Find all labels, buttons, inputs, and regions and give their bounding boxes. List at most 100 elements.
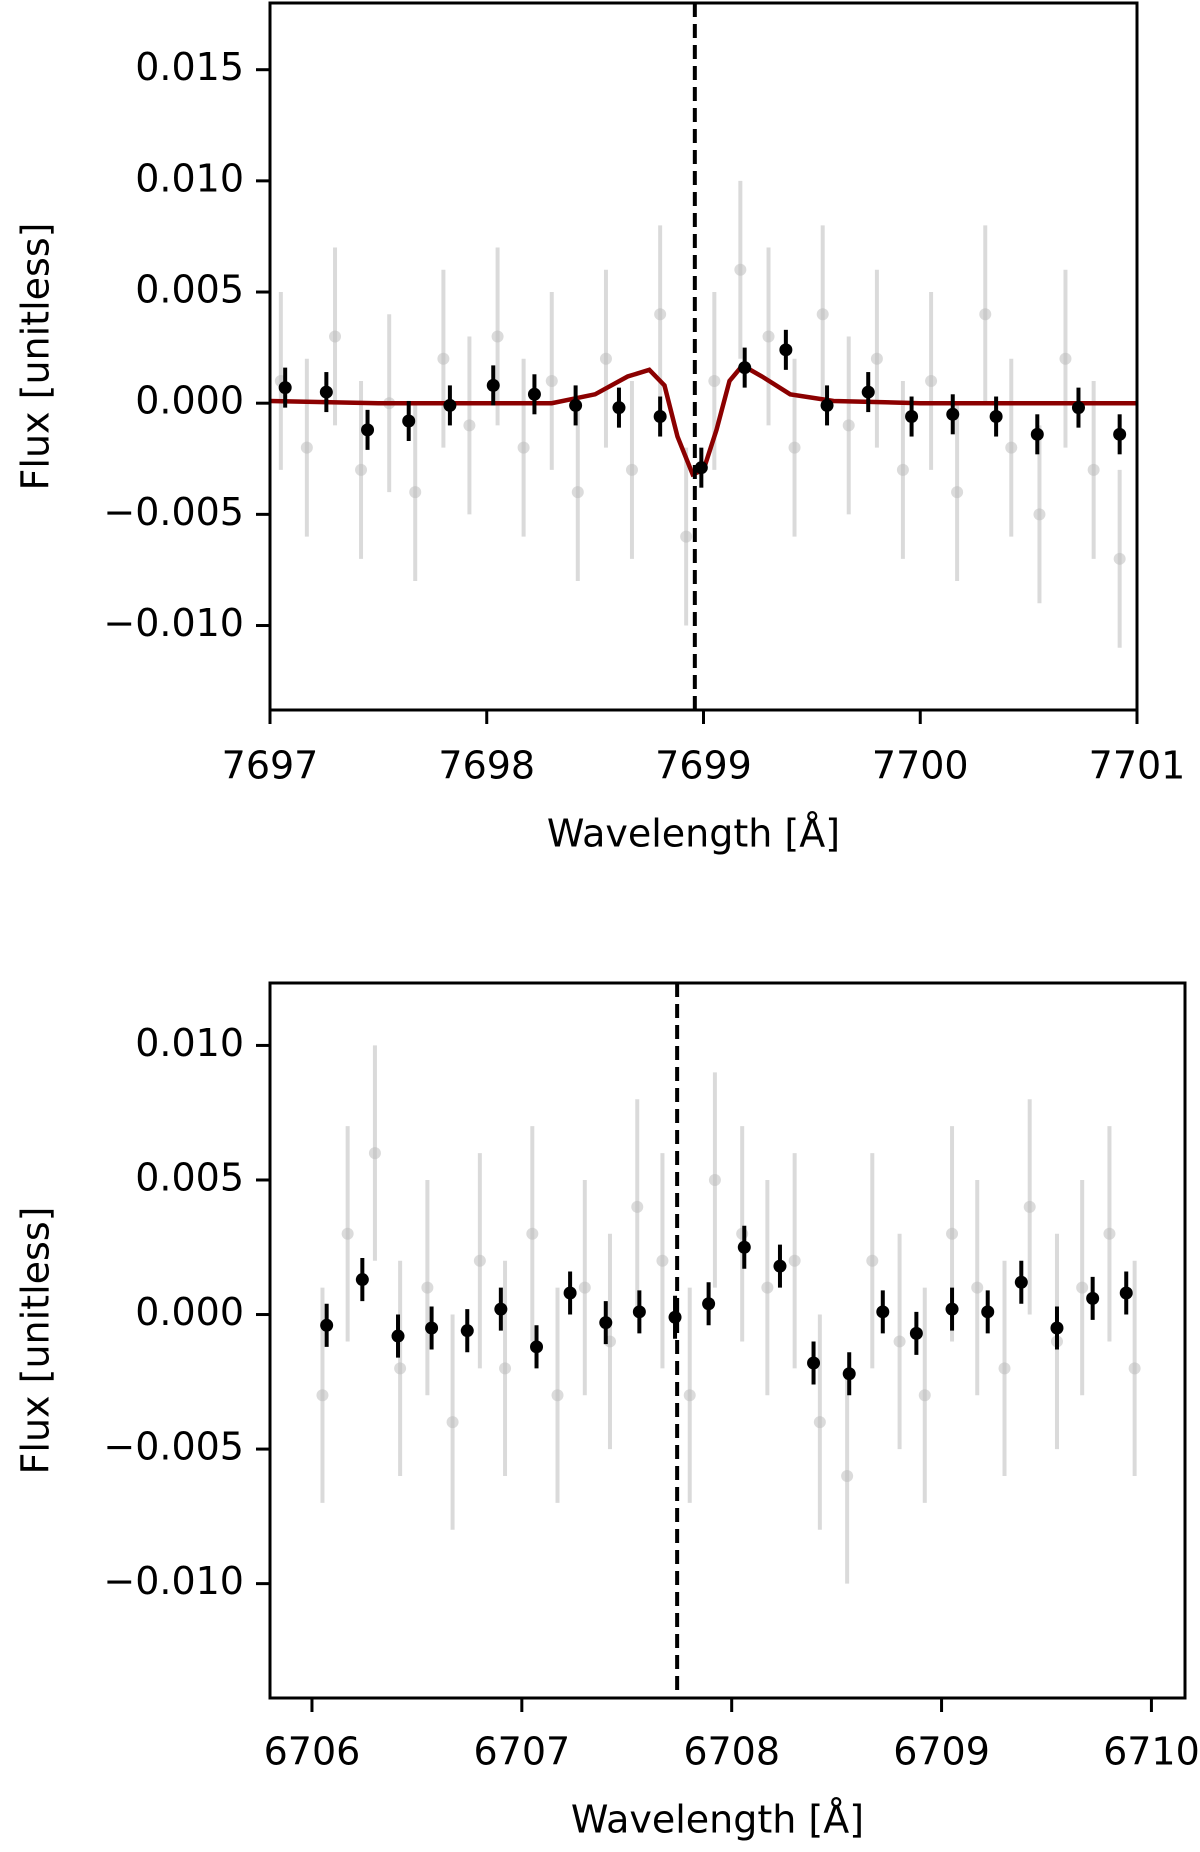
raw-point bbox=[951, 486, 964, 499]
x-tick-label: 6706 bbox=[264, 1730, 361, 1774]
raw-point bbox=[571, 486, 584, 499]
y-tick-label: 0.005 bbox=[135, 268, 244, 312]
binned-point bbox=[530, 1340, 544, 1354]
raw-point bbox=[578, 1281, 591, 1294]
raw-point bbox=[625, 463, 638, 476]
y-tick-label: 0.010 bbox=[135, 156, 244, 200]
binned-point bbox=[486, 378, 500, 392]
x-axis-label: Wavelength [Å] bbox=[571, 1798, 864, 1842]
raw-point bbox=[1059, 352, 1072, 365]
y-axis-label: Flux [unitless] bbox=[14, 1207, 58, 1475]
raw-point bbox=[355, 463, 368, 476]
x-tick-label: 6707 bbox=[473, 1730, 570, 1774]
x-tick-label: 7697 bbox=[222, 744, 319, 788]
binned-point bbox=[1119, 1286, 1133, 1300]
x-tick-label: 7700 bbox=[872, 744, 969, 788]
binned-point bbox=[694, 461, 708, 475]
binned-point bbox=[361, 423, 375, 437]
x-tick-label: 7698 bbox=[438, 744, 535, 788]
raw-point bbox=[762, 330, 775, 343]
binned-point bbox=[319, 385, 333, 399]
raw-point bbox=[683, 1389, 696, 1402]
binned-point bbox=[527, 387, 541, 401]
raw-point bbox=[896, 463, 909, 476]
raw-point bbox=[708, 1173, 721, 1186]
x-tick-label: 6710 bbox=[1103, 1730, 1200, 1774]
raw-point bbox=[473, 1254, 486, 1267]
binned-point bbox=[460, 1324, 474, 1338]
raw-point bbox=[654, 308, 667, 321]
raw-point bbox=[437, 352, 450, 365]
raw-point bbox=[870, 352, 883, 365]
binned-point bbox=[737, 1240, 751, 1254]
raw-point bbox=[421, 1281, 434, 1294]
raw-point bbox=[545, 374, 558, 387]
binned-point bbox=[876, 1305, 890, 1319]
binned-point bbox=[612, 401, 626, 415]
raw-point bbox=[734, 263, 747, 276]
raw-point bbox=[1033, 508, 1046, 521]
y-tick-label: −0.005 bbox=[103, 490, 244, 534]
raw-point bbox=[599, 352, 612, 365]
plot-area bbox=[316, 1045, 1141, 1584]
binned-point bbox=[1030, 427, 1044, 441]
raw-point bbox=[1005, 441, 1018, 454]
raw-point bbox=[841, 1469, 854, 1482]
raw-point bbox=[971, 1281, 984, 1294]
binned-point bbox=[1086, 1291, 1100, 1305]
binned-point bbox=[945, 1302, 959, 1316]
raw-point bbox=[925, 374, 938, 387]
binned-point bbox=[632, 1305, 646, 1319]
subplot: 7697 7698 7699 7700 7701 −0.010 −0.005 0.000 0.0… bbox=[14, 1, 1186, 856]
raw-point bbox=[1113, 552, 1126, 565]
binned-point bbox=[355, 1273, 369, 1287]
binned-point bbox=[909, 1326, 923, 1340]
binned-point bbox=[807, 1356, 821, 1370]
plot-area bbox=[270, 180, 1137, 648]
binned-point bbox=[1014, 1275, 1028, 1289]
subplot: 6706 6707 6708 6709 6710 −0.010 −0.005 0.000 0.0… bbox=[14, 981, 1200, 1842]
binned-point bbox=[391, 1329, 405, 1343]
axes-frame bbox=[268, 1, 1139, 712]
y-tick-label: −0.010 bbox=[103, 1559, 244, 1603]
y-tick-label: 0.000 bbox=[135, 379, 244, 423]
raw-point bbox=[341, 1227, 354, 1240]
binned-point bbox=[443, 398, 457, 412]
raw-point bbox=[394, 1362, 407, 1375]
raw-point bbox=[499, 1362, 512, 1375]
binned-point bbox=[320, 1318, 334, 1332]
raw-point bbox=[631, 1200, 644, 1213]
binned-point bbox=[989, 410, 1003, 424]
model-line bbox=[270, 362, 1137, 478]
raw-point bbox=[708, 374, 721, 387]
binned-point bbox=[738, 361, 752, 375]
axes-frame bbox=[268, 981, 1187, 1700]
binned-point bbox=[563, 1286, 577, 1300]
y-tick-label: −0.010 bbox=[103, 601, 244, 645]
y-tick-label: 0.015 bbox=[135, 45, 244, 89]
x-tick-label: 6708 bbox=[683, 1730, 780, 1774]
raw-point bbox=[866, 1254, 879, 1267]
raw-point bbox=[813, 1416, 826, 1429]
raw-point bbox=[1103, 1227, 1116, 1240]
x-tick-label: 7701 bbox=[1089, 744, 1186, 788]
binned-point bbox=[773, 1259, 787, 1273]
raw-point bbox=[761, 1281, 774, 1294]
raw-point bbox=[998, 1362, 1011, 1375]
raw-point bbox=[329, 330, 342, 343]
raw-point bbox=[1087, 463, 1100, 476]
binned-point bbox=[779, 343, 793, 357]
binned-point bbox=[653, 410, 667, 424]
raw-point bbox=[816, 308, 829, 321]
y-tick-label: −0.005 bbox=[103, 1425, 244, 1469]
raw-point bbox=[1023, 1200, 1036, 1213]
binned-point bbox=[946, 407, 960, 421]
binned-point bbox=[1050, 1321, 1064, 1335]
binned-point bbox=[861, 385, 875, 399]
binned-point bbox=[1071, 401, 1085, 415]
binned-point bbox=[569, 398, 583, 412]
raw-point bbox=[946, 1227, 959, 1240]
raw-point bbox=[368, 1147, 381, 1160]
x-tick-label: 7699 bbox=[655, 744, 752, 788]
binned-point bbox=[599, 1316, 613, 1330]
